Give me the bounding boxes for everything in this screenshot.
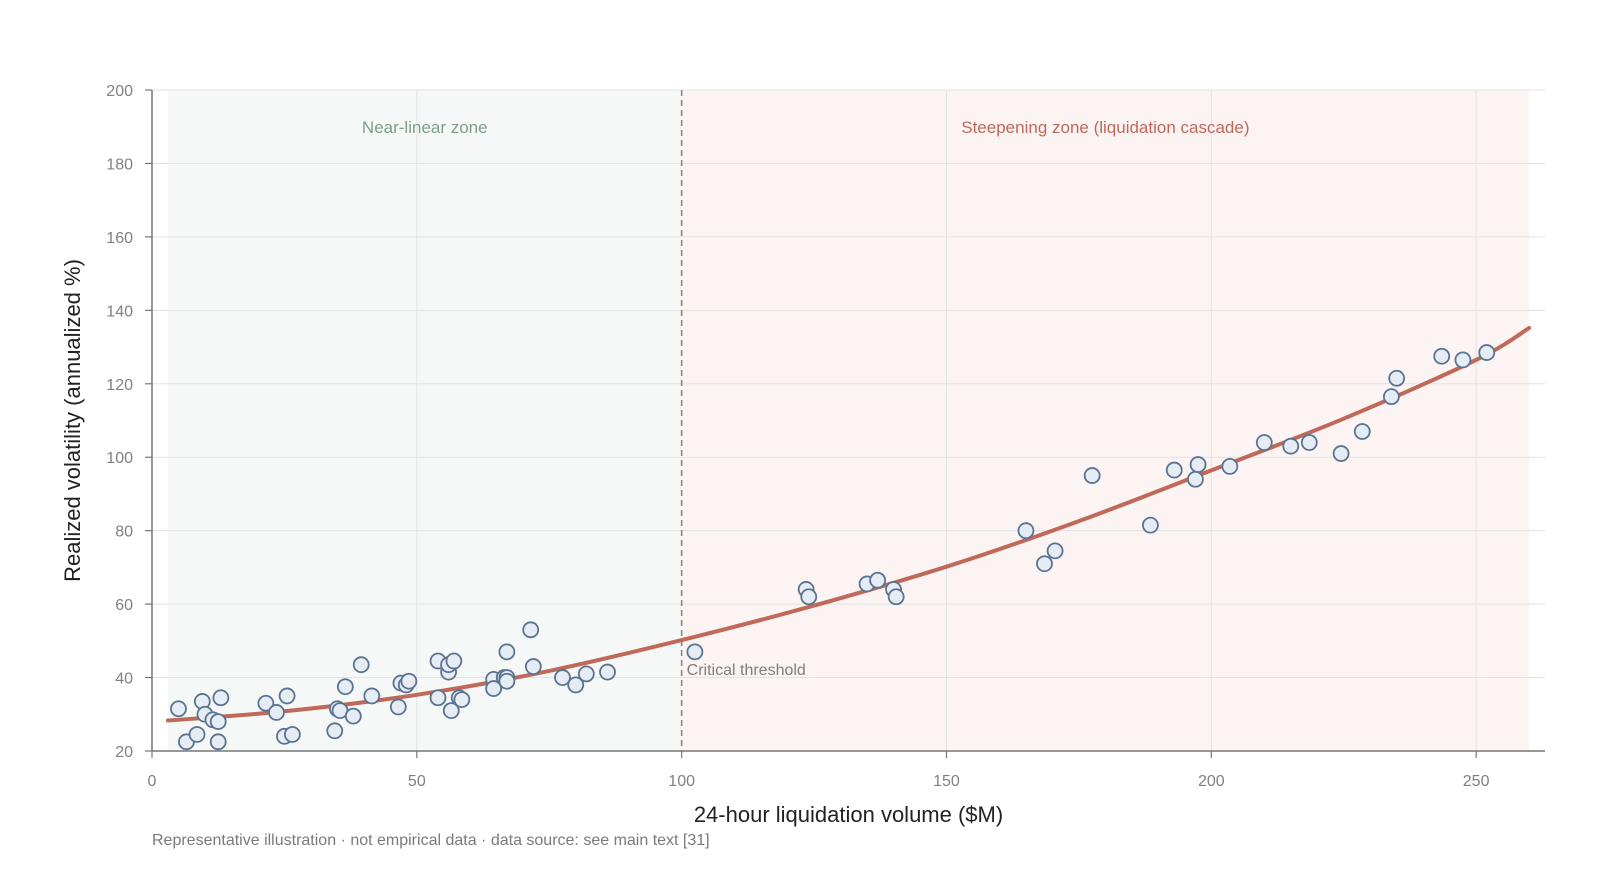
y-tick-label-7: 160	[106, 230, 133, 247]
x-tick-label-1: 50	[408, 773, 426, 790]
x-tick-label-5: 250	[1463, 773, 1490, 790]
data-point-0-51	[887, 588, 905, 606]
zone-band-0	[167, 90, 682, 751]
data-point-0-43	[577, 665, 595, 683]
points-layer	[170, 344, 1496, 751]
data-point-0-7	[209, 713, 227, 731]
data-point-0-18	[344, 707, 362, 725]
data-point-0-47	[800, 588, 818, 606]
data-point-0-59	[1189, 456, 1207, 473]
data-point-0-45	[686, 643, 704, 661]
x-tick-label-4: 200	[1198, 773, 1225, 790]
data-point-0-54	[1046, 542, 1064, 560]
zone-label-1: Steepening zone (liquidation cascade)	[961, 118, 1249, 137]
footnote: Representative illustration · not empiri…	[152, 832, 710, 849]
data-point-0-58	[1187, 470, 1204, 488]
x-tick-label-0: 0	[148, 773, 157, 790]
data-point-0-6	[209, 733, 227, 751]
data-point-0-10	[268, 704, 285, 721]
data-point-0-66	[1382, 388, 1400, 406]
zone-band-1	[681, 90, 1530, 751]
data-point-0-65	[1353, 423, 1371, 440]
data-point-0-13	[283, 726, 301, 743]
data-point-0-19	[352, 656, 370, 674]
y-tick-label-6: 140	[106, 303, 133, 320]
data-point-0-57	[1165, 461, 1183, 479]
data-point-0-64	[1332, 445, 1350, 462]
labels-layer: 24-hour liquidation volume ($M) Realized…	[60, 259, 1003, 849]
data-point-0-32	[453, 691, 471, 708]
axes-layer: 20 40 60 80 100 120 140 160 180 200 0 50 100 150 200 25…	[106, 83, 1545, 790]
zone-label-0: Near-linear zone	[362, 118, 488, 137]
data-point-0-63	[1300, 434, 1318, 451]
data-point-0-49	[869, 571, 887, 589]
data-point-0-52	[1017, 522, 1035, 540]
data-point-0-34	[485, 680, 503, 697]
grid-layer	[152, 89, 1545, 751]
data-point-0-68	[1433, 347, 1451, 365]
y-tick-label-4: 100	[106, 450, 133, 467]
x-tick-label-2: 100	[668, 773, 695, 790]
data-point-0-70	[1478, 344, 1496, 361]
data-point-0-61	[1255, 434, 1273, 451]
zones-layer	[167, 90, 1530, 751]
data-point-0-9	[257, 694, 275, 712]
y-tick-label-9: 200	[106, 83, 133, 100]
data-point-0-38	[498, 643, 516, 661]
data-point-0-55	[1083, 467, 1101, 484]
y-axis-title: Realized volatility (annualized %)	[60, 259, 85, 582]
y-tick-label-8: 180	[106, 156, 133, 173]
data-point-0-56	[1142, 516, 1159, 534]
data-point-0-30	[445, 652, 463, 670]
x-tick-label-3: 150	[933, 773, 960, 790]
data-point-0-8	[212, 689, 230, 707]
data-point-0-2	[188, 726, 206, 743]
data-point-0-21	[389, 698, 407, 716]
y-tick-label-5: 120	[106, 377, 133, 394]
y-tick-label-1: 40	[115, 671, 133, 688]
y-tick-label-3: 80	[115, 524, 133, 541]
x-axis-title: 24-hour liquidation volume ($M)	[694, 802, 1003, 827]
data-point-0-20	[363, 687, 381, 705]
data-point-0-29	[442, 702, 460, 720]
data-point-0-24	[400, 672, 418, 690]
data-point-0-60	[1221, 458, 1239, 475]
data-point-0-42	[567, 676, 585, 694]
data-point-0-40	[524, 658, 542, 675]
data-point-0-62	[1282, 437, 1300, 455]
y-tick-label-0: 20	[115, 744, 133, 761]
data-point-0-44	[599, 663, 616, 681]
data-point-0-26	[429, 689, 447, 707]
data-point-0-37	[498, 672, 516, 690]
data-point-0-53	[1036, 555, 1053, 573]
data-point-0-39	[522, 621, 540, 639]
y-tick-label-2: 60	[115, 597, 133, 614]
data-point-0-67	[1388, 369, 1406, 387]
data-point-0-12	[278, 687, 296, 705]
data-point-0-69	[1454, 351, 1472, 369]
data-point-0-0	[170, 700, 187, 718]
data-point-0-41	[554, 669, 571, 686]
data-point-0-14	[326, 722, 344, 740]
data-point-0-17	[336, 678, 354, 696]
threshold-label: Critical threshold	[687, 662, 806, 679]
